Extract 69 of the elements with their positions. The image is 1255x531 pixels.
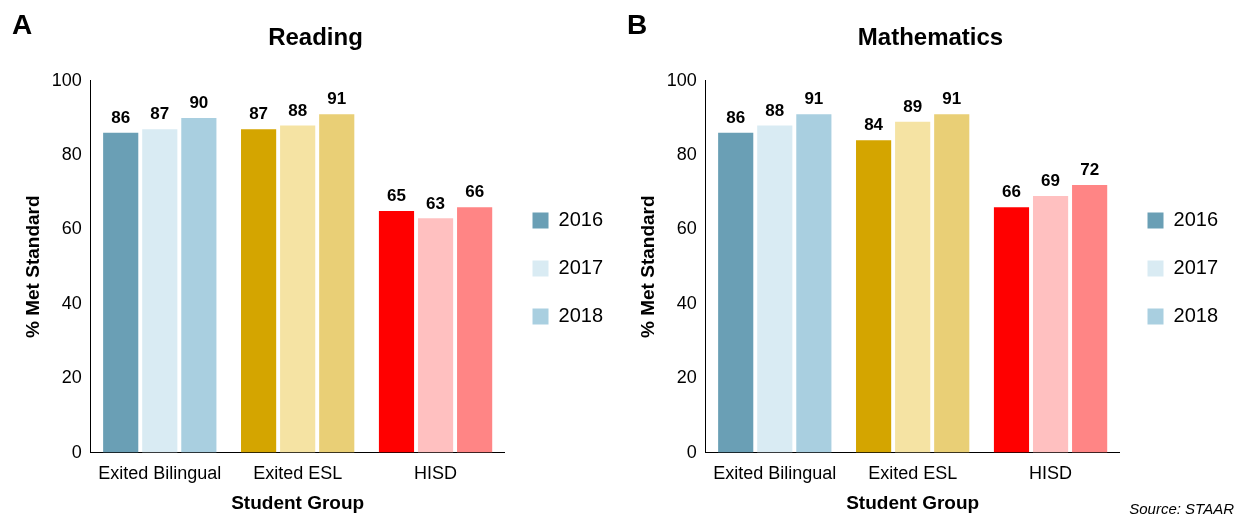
data-label: 69 xyxy=(1041,171,1061,191)
x-axis-title: Student Group xyxy=(846,491,980,513)
text: B xyxy=(627,8,648,40)
legend-label: 2016 xyxy=(1173,208,1219,231)
bar xyxy=(378,210,415,453)
x-tick-label: Exited ESL xyxy=(253,463,343,484)
y-tick-label: 80 xyxy=(61,144,82,165)
y-axis-title: % Met Standard xyxy=(636,195,658,338)
chart-title: Reading xyxy=(268,23,363,51)
y-tick-label: 20 xyxy=(676,367,697,388)
y-tick-label: 100 xyxy=(666,69,697,90)
bar xyxy=(319,114,355,453)
data-label: 65 xyxy=(387,186,406,206)
data-label: 87 xyxy=(249,104,269,124)
data-label: 86 xyxy=(111,108,131,128)
y-tick-label: 0 xyxy=(686,441,697,462)
x-tick-label: HISD xyxy=(1029,463,1073,484)
data-label: 91 xyxy=(804,89,824,109)
y-tick-label: 40 xyxy=(676,292,697,313)
y-tick-label: 100 xyxy=(51,69,82,90)
legend-label: 2018 xyxy=(558,304,604,327)
bar xyxy=(796,114,832,453)
data-label: 87 xyxy=(150,104,170,124)
y-tick-label: 60 xyxy=(61,218,82,239)
data-label: 66 xyxy=(1002,182,1021,202)
bar xyxy=(856,140,892,453)
y-tick-label: 0 xyxy=(71,441,82,462)
legend-label: 2017 xyxy=(558,256,604,279)
x-axis-title: Student Group xyxy=(231,491,365,513)
chart-title: Mathematics xyxy=(857,23,1004,51)
data-label: 86 xyxy=(726,108,746,128)
data-label: 88 xyxy=(288,100,308,120)
legend-label: 2018 xyxy=(1173,304,1219,327)
data-label: 66 xyxy=(465,182,485,202)
x-tick-label: Exited Bilingual xyxy=(98,463,222,484)
x-tick-label: Exited ESL xyxy=(868,463,958,484)
data-label: 63 xyxy=(426,193,446,213)
bar xyxy=(1032,196,1069,453)
bar xyxy=(934,114,970,453)
source-note: Source: STAAR xyxy=(1129,499,1235,517)
bar xyxy=(181,117,217,453)
bar xyxy=(457,207,493,453)
legend-label: 2017 xyxy=(1173,256,1219,279)
y-tick-label: 20 xyxy=(61,367,82,388)
bar xyxy=(718,132,754,453)
x-tick-label: Exited Bilingual xyxy=(713,463,837,484)
data-label: 72 xyxy=(1080,160,1100,180)
y-tick-label: 80 xyxy=(676,144,697,165)
data-label: 84 xyxy=(864,115,884,135)
legend-label: 2016 xyxy=(558,208,604,231)
data-label: 91 xyxy=(327,89,347,109)
bar xyxy=(280,125,316,453)
y-axis-title: % Met Standard xyxy=(21,195,43,338)
text: A xyxy=(12,8,33,40)
data-label: 89 xyxy=(903,96,923,116)
bar xyxy=(993,207,1030,453)
bar xyxy=(142,129,178,453)
y-tick-label: 40 xyxy=(61,292,82,313)
bar xyxy=(103,132,139,453)
data-label: 90 xyxy=(189,93,209,113)
bar xyxy=(757,125,793,453)
bar xyxy=(241,129,277,453)
data-label: 88 xyxy=(765,100,785,120)
bar xyxy=(417,218,454,453)
y-tick-label: 60 xyxy=(676,218,697,239)
bar xyxy=(1072,184,1108,453)
bar xyxy=(895,121,931,453)
data-label: 91 xyxy=(942,89,962,109)
x-tick-label: HISD xyxy=(414,463,458,484)
